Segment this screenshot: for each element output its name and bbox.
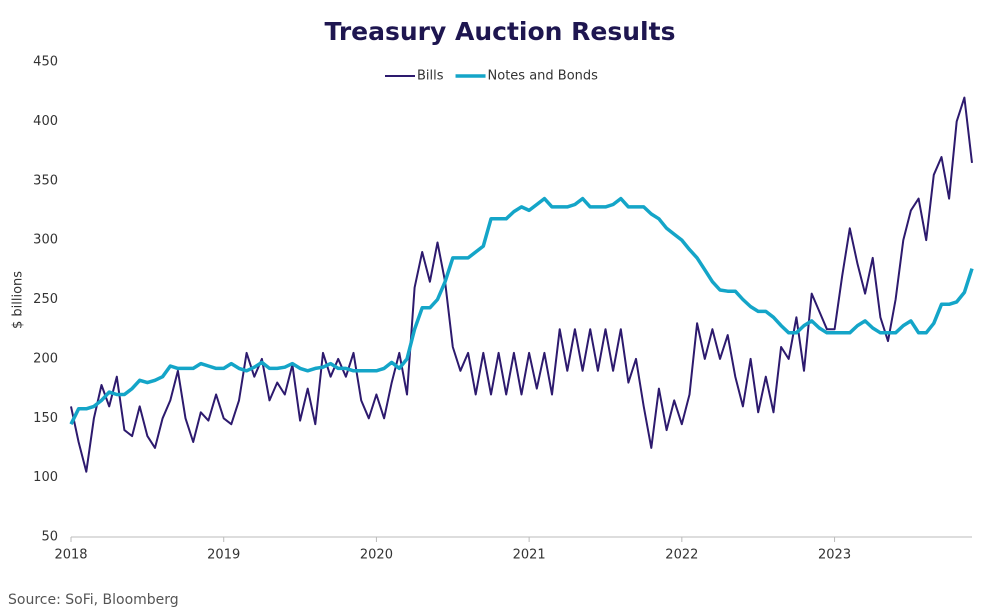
legend-label: Bills xyxy=(417,69,444,84)
y-tick-label: 150 xyxy=(33,411,58,426)
x-tick-label: 2022 xyxy=(665,548,698,563)
line-series xyxy=(70,96,973,473)
x-tick-label: 2021 xyxy=(513,548,546,563)
y-tick-label: 400 xyxy=(33,114,58,129)
y-axis-label: $ billions xyxy=(11,271,26,329)
y-tick-label: 250 xyxy=(33,292,58,307)
legend-label: Notes and Bonds xyxy=(488,69,599,84)
x-tick-label: 2019 xyxy=(207,548,240,563)
y-tick-label: 200 xyxy=(33,351,58,366)
x-tick-label: 2018 xyxy=(54,548,87,563)
x-tick-label: 2023 xyxy=(818,548,851,563)
y-tick-label: 450 xyxy=(33,55,58,70)
line-series xyxy=(69,196,974,425)
y-tick-label: 300 xyxy=(33,233,58,248)
y-tick-label: 50 xyxy=(41,530,58,545)
source-note: Source: SoFi, Bloomberg xyxy=(8,592,179,608)
x-tick-label: 2020 xyxy=(360,548,393,563)
y-tick-label: 100 xyxy=(33,470,58,485)
chart-title: Treasury Auction Results xyxy=(325,17,676,46)
y-tick-label: 350 xyxy=(33,173,58,188)
